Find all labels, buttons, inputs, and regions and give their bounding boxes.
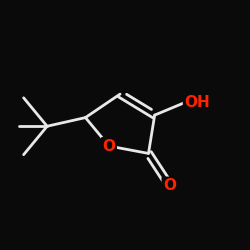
Text: OH: OH <box>184 95 210 110</box>
Text: O: O <box>102 138 116 154</box>
Text: O: O <box>163 178 176 193</box>
